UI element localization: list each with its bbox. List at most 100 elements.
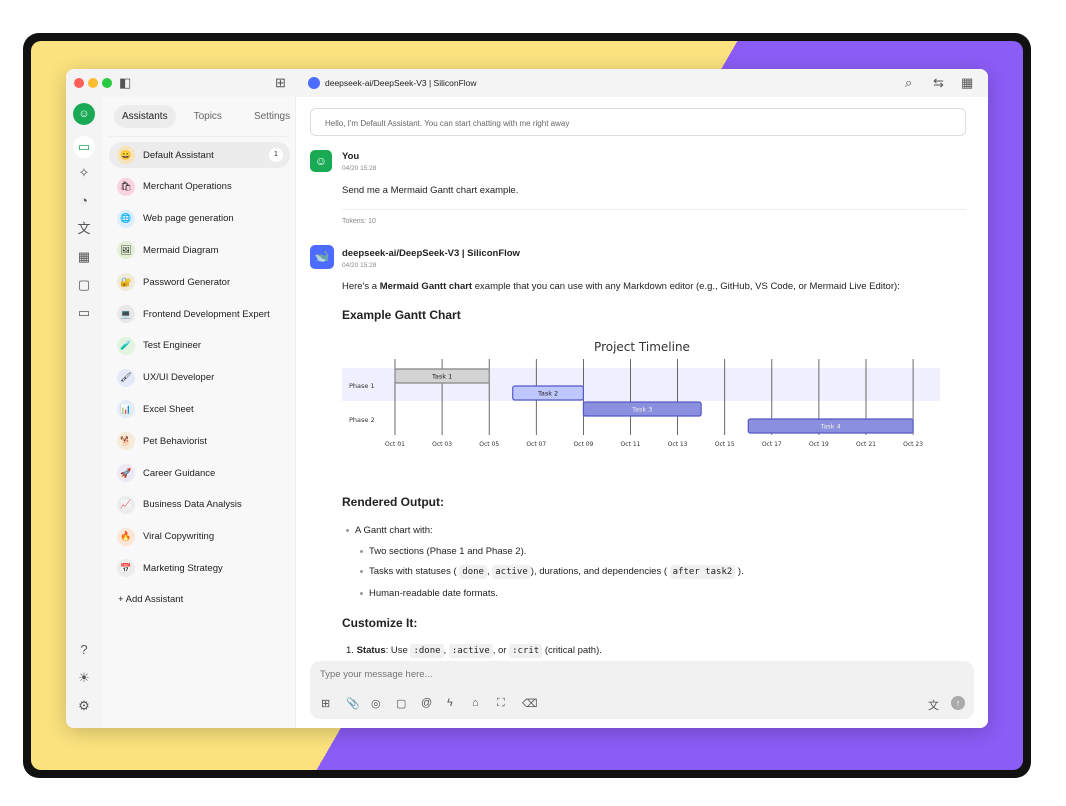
section-label: Phase 2 <box>349 416 375 424</box>
model-logo-icon <box>308 77 320 89</box>
user-avatar[interactable]: ☺ <box>73 103 95 125</box>
assistant-item[interactable]: 🧪 Test Engineer <box>109 333 290 359</box>
assistant-label: Password Generator <box>143 276 231 288</box>
message-composer: ⊞ 📎 ◎ ▢ @ ϟ ⌂ ⛶ ⌫ 文 ↑ <box>310 661 974 719</box>
assistant-label: Marketing Strategy <box>143 562 223 574</box>
tick-label: Oct 13 <box>668 441 688 448</box>
heading-example: Example Gantt Chart <box>342 308 461 322</box>
bullet: Human-readable date formats. <box>360 588 498 599</box>
maximize-button[interactable] <box>102 78 112 88</box>
assistant-intro: Hello, I'm Default Assistant. You can st… <box>310 108 966 136</box>
send-button[interactable]: ↑ <box>951 696 965 710</box>
assistant-label: Pet Behaviorist <box>143 435 207 447</box>
palette-icon[interactable]: ◔ <box>80 193 88 208</box>
assistant-emoji-icon: 🖌 <box>117 368 135 387</box>
heading-rendered: Rendered Output: <box>342 495 444 509</box>
knowledge-icon[interactable]: ▢ <box>396 698 407 710</box>
apps-grid-icon[interactable]: ▦ <box>961 75 974 90</box>
tab-assistants[interactable]: Assistants <box>114 105 176 128</box>
user-name: You <box>342 151 360 162</box>
topic-count-badge: 1 <box>269 148 283 162</box>
section-label: Phase 1 <box>349 382 375 390</box>
assistant-item[interactable]: 🌐 Web page generation <box>109 206 290 232</box>
assistant-item[interactable]: 📊 Excel Sheet <box>109 396 290 422</box>
web-search-icon[interactable]: ◎ <box>371 698 381 710</box>
bullet: Tasks with statuses ( done, active), dur… <box>360 565 744 579</box>
assistant-emoji-icon: 🖼 <box>117 241 135 260</box>
assistant-label: Web page generation <box>143 213 234 225</box>
assistant-item[interactable]: 🔥 Viral Copywriting <box>109 524 290 550</box>
quick-phrase-icon[interactable]: ϟ <box>447 697 453 709</box>
assistant-emoji-icon: 📊 <box>117 400 135 419</box>
assistant-emoji-icon: 🛍 <box>117 177 135 196</box>
layout-icon[interactable]: ⇆ <box>933 75 944 90</box>
message-input[interactable] <box>320 669 920 680</box>
tick-label: Oct 07 <box>526 441 546 448</box>
translate-icon[interactable]: 文 <box>928 700 939 712</box>
numbered-item: 1. Status: Use :done, :active, or :crit … <box>346 644 602 658</box>
search-icon[interactable]: ⌕ <box>905 75 913 90</box>
user-time: 04/20 15:28 <box>342 165 377 172</box>
new-topic-icon[interactable]: ⊞ <box>275 75 286 90</box>
new-topic-icon[interactable]: ⊞ <box>321 698 331 710</box>
assistant-item[interactable]: 🚀 Career Guidance <box>109 460 290 486</box>
attachment-icon[interactable]: 📎 <box>346 698 360 710</box>
tick-label: Oct 05 <box>479 441 499 448</box>
chat-icon[interactable]: ▭ <box>73 136 95 158</box>
assistant-label: UX/UI Developer <box>143 372 215 384</box>
assistant-label: Business Data Analysis <box>143 499 242 511</box>
assistant-item[interactable]: 📈 Business Data Analysis <box>109 492 290 518</box>
task-bar <box>747 418 914 434</box>
assistant-emoji-icon: 📈 <box>117 495 135 514</box>
expand-icon[interactable]: ⛶ <box>497 697 505 709</box>
assistant-label: Default Assistant <box>143 149 214 161</box>
app-window: ◧ ⊞ deepseek-ai/DeepSeek-V3 | SiliconFlo… <box>66 69 988 728</box>
assistant-item[interactable]: 🐕 Pet Behaviorist <box>109 428 290 454</box>
folder-icon[interactable]: ▭ <box>77 305 91 320</box>
assistant-label: Mermaid Diagram <box>143 244 219 256</box>
sparkle-icon[interactable]: ✧ <box>78 165 90 180</box>
assistant-emoji-icon: 📅 <box>117 559 135 578</box>
task-label: Task 1 <box>431 373 452 381</box>
translate-icon[interactable]: 文 <box>77 221 91 236</box>
help-icon[interactable]: ? <box>80 642 88 657</box>
window-title: deepseek-ai/DeepSeek-V3 | SiliconFlow <box>325 78 477 88</box>
assistant-item[interactable]: 🖼 Mermaid Diagram <box>109 237 290 263</box>
assistant-item[interactable]: 🔐 Password Generator <box>109 269 290 295</box>
user-avatar-icon: ☺ <box>310 150 332 172</box>
assistant-label: Test Engineer <box>143 340 202 352</box>
assistant-item[interactable]: 🖌 UX/UI Developer <box>109 365 290 391</box>
files-icon[interactable]: ▢ <box>77 277 91 292</box>
close-button[interactable] <box>74 78 84 88</box>
tab-topics[interactable]: Topics <box>193 111 222 122</box>
bot-name: deepseek-ai/DeepSeek-V3 | SiliconFlow <box>342 248 520 259</box>
settings-icon[interactable]: ⚙ <box>78 698 90 713</box>
mention-icon[interactable]: @ <box>421 697 433 709</box>
theme-icon[interactable]: ☀ <box>78 670 90 685</box>
assistant-label: Frontend Development Expert <box>143 308 270 320</box>
tick-label: Oct 17 <box>762 441 782 448</box>
apps-icon[interactable]: ▦ <box>77 249 91 264</box>
icon-rail: ☺ ▭ ✧ ◔ 文 ▦ ▢ ▭ ? ☀ ⚙ <box>66 97 102 728</box>
assistant-emoji-icon: 🔐 <box>117 273 135 292</box>
assistant-item[interactable]: 📅 Marketing Strategy <box>109 555 290 581</box>
tick-label: Oct 21 <box>856 441 876 448</box>
tab-settings[interactable]: Settings <box>253 111 291 122</box>
assistant-item[interactable]: 🛍 Merchant Operations <box>109 174 290 200</box>
add-assistant-button[interactable]: + Add Assistant <box>118 594 184 605</box>
sidebar-toggle-icon[interactable]: ◧ <box>119 75 132 90</box>
tick-label: Oct 09 <box>573 441 593 448</box>
tick-label: Oct 11 <box>621 441 641 448</box>
title-bar: ◧ ⊞ deepseek-ai/DeepSeek-V3 | SiliconFlo… <box>66 69 988 97</box>
chart-title: Project Timeline <box>594 340 690 354</box>
bullet: A Gantt chart with: <box>346 525 433 536</box>
assistant-item[interactable]: 💻 Frontend Development Expert <box>109 301 290 327</box>
gantt-chart: Project Timeline Oct 01 Oct 03 Oct 05 Oct 07… <box>342 340 940 448</box>
tick-label: Oct 15 <box>715 441 735 448</box>
eraser-icon[interactable]: ⌫ <box>522 698 538 710</box>
minimize-button[interactable] <box>88 78 98 88</box>
clear-icon[interactable]: ⌂ <box>472 697 479 709</box>
bullet: Two sections (Phase 1 and Phase 2). <box>360 546 526 557</box>
assistant-item[interactable]: 😀 Default Assistant 1 <box>109 142 290 168</box>
task-bar <box>512 385 585 401</box>
